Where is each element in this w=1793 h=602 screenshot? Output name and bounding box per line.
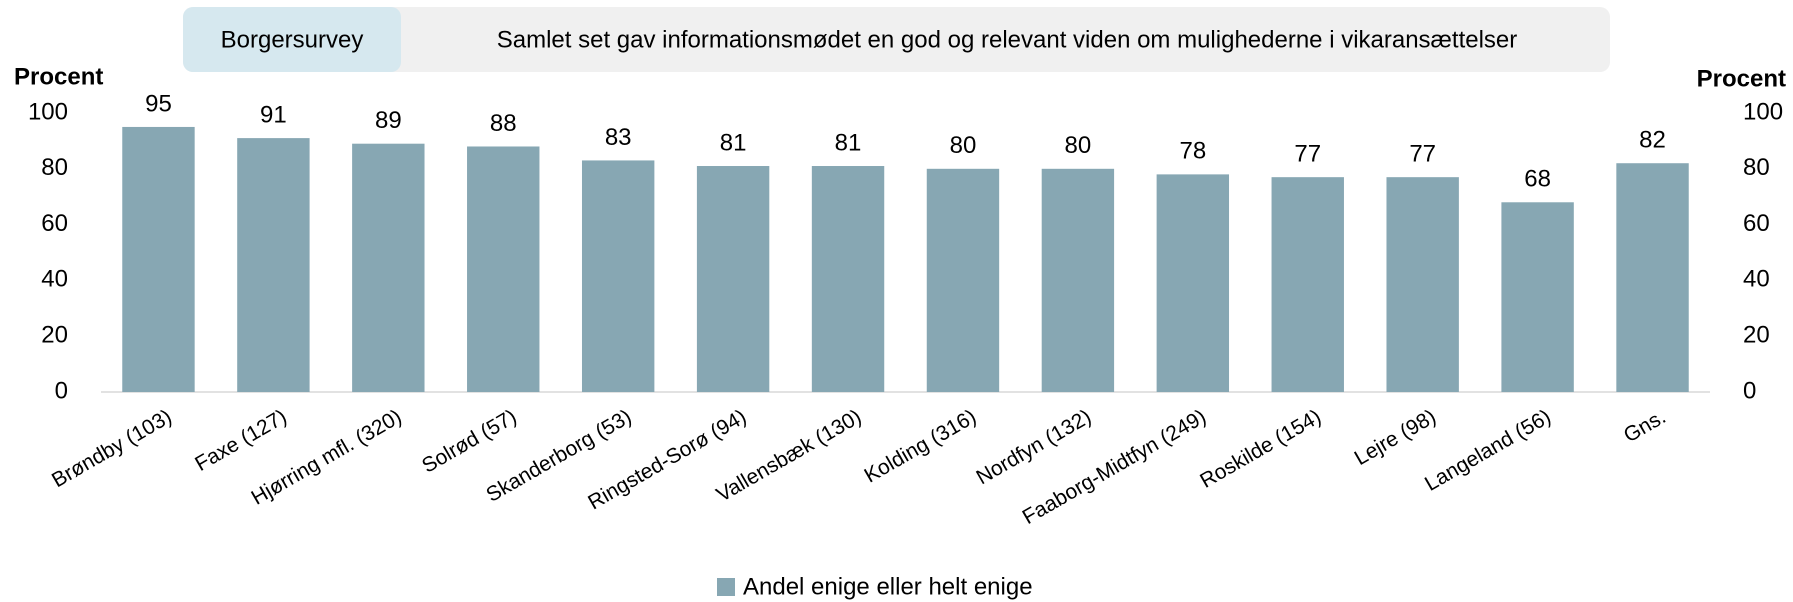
bar — [1616, 163, 1689, 392]
data-label: 83 — [605, 124, 632, 151]
x-tick-label: Brøndby (103) — [48, 405, 176, 492]
y2-tick-label: 80 — [1743, 154, 1770, 181]
y-tick-label: 40 — [41, 266, 68, 293]
bar — [352, 143, 425, 392]
header-tag: Borgersurvey — [221, 26, 364, 53]
y-tick-label: 100 — [28, 98, 68, 125]
data-label: 80 — [1065, 132, 1092, 159]
bar — [1501, 202, 1574, 392]
data-label: 68 — [1524, 166, 1551, 193]
data-label: 82 — [1639, 127, 1666, 154]
data-label: 95 — [145, 90, 172, 117]
y-tick-label: 20 — [41, 322, 68, 349]
x-tick-label: Faxe (127) — [191, 405, 290, 476]
data-label: 81 — [835, 129, 862, 156]
y-tick-label: 60 — [41, 210, 68, 237]
bar — [696, 166, 770, 392]
header-box — [183, 7, 1610, 72]
chart-title: Samlet set gav informationsmødet en god … — [497, 26, 1518, 53]
bar — [1041, 168, 1115, 392]
data-label: 88 — [490, 110, 517, 137]
bar — [811, 166, 885, 392]
y2-tick-label: 60 — [1743, 210, 1770, 237]
legend-label: Andel enige eller helt enige — [743, 573, 1033, 600]
data-label: 81 — [720, 129, 747, 156]
y-tick-label: 80 — [41, 154, 68, 181]
data-label: 78 — [1179, 138, 1206, 165]
y2-tick-label: 40 — [1743, 266, 1770, 293]
x-tick-label: Roskilde (154) — [1196, 405, 1325, 493]
y-axis-label: Procent — [14, 63, 103, 90]
bar — [467, 146, 540, 392]
bar — [926, 168, 1000, 392]
y2-tick-label: 0 — [1743, 377, 1756, 404]
bar — [1156, 174, 1230, 392]
legend-swatch — [717, 578, 735, 596]
y2-axis-label: Procent — [1697, 65, 1786, 92]
bar — [581, 160, 655, 392]
data-label: 77 — [1294, 141, 1321, 168]
bar — [237, 138, 310, 392]
x-tick-label: Gns. — [1620, 405, 1670, 447]
data-label: 80 — [950, 132, 977, 159]
data-label: 77 — [1409, 141, 1436, 168]
header-tag-box — [183, 7, 401, 72]
y2-tick-label: 20 — [1743, 322, 1770, 349]
x-tick-label: Solrød (57) — [418, 405, 520, 477]
x-tick-label: Langeland (56) — [1421, 405, 1555, 496]
x-tick-label: Kolding (316) — [861, 405, 981, 487]
x-tick-label: Lejre (98) — [1351, 405, 1440, 470]
bar — [122, 126, 195, 392]
bar — [1386, 177, 1459, 392]
y-tick-label: 0 — [55, 377, 68, 404]
data-label: 89 — [375, 107, 402, 134]
x-tick-label: Faaborg-Midtfyn (249) — [1019, 405, 1210, 529]
bar — [1271, 177, 1344, 392]
y2-tick-label: 100 — [1743, 98, 1783, 125]
data-label: 91 — [260, 101, 287, 128]
